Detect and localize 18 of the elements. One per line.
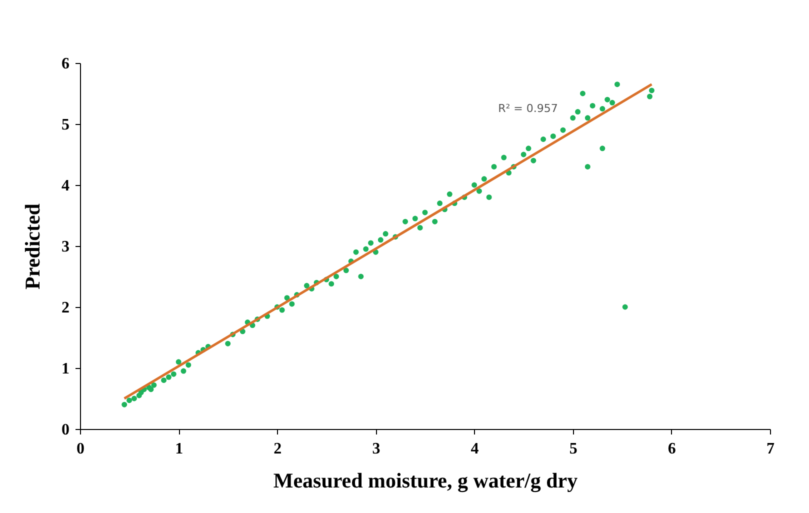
x-axis-title: Measured moisture, g water/g dry: [273, 468, 578, 492]
y-tick-label: 6: [62, 56, 70, 72]
x-tick-label: 3: [372, 440, 380, 458]
x-tick-label: 6: [668, 440, 676, 458]
x-tick-label: 4: [470, 440, 479, 458]
y-tick-label: 4: [62, 178, 70, 194]
y-tick-label: 1: [62, 360, 70, 378]
x-tick-label: 1: [175, 440, 184, 458]
x-tick-label: 0: [76, 440, 84, 458]
y-tick-label: 0: [62, 422, 70, 438]
y-tick-label: 2: [62, 300, 70, 316]
y-tick-label: 3: [62, 238, 70, 256]
x-tick-label: 7: [766, 440, 774, 458]
x-tick-label: 2: [274, 440, 282, 458]
y-axis-title: Predicted: [20, 203, 44, 290]
annotation: R² = 0.957: [498, 102, 558, 115]
x-tick-label: 5: [569, 440, 578, 458]
y-tick-label: 5: [62, 116, 70, 134]
